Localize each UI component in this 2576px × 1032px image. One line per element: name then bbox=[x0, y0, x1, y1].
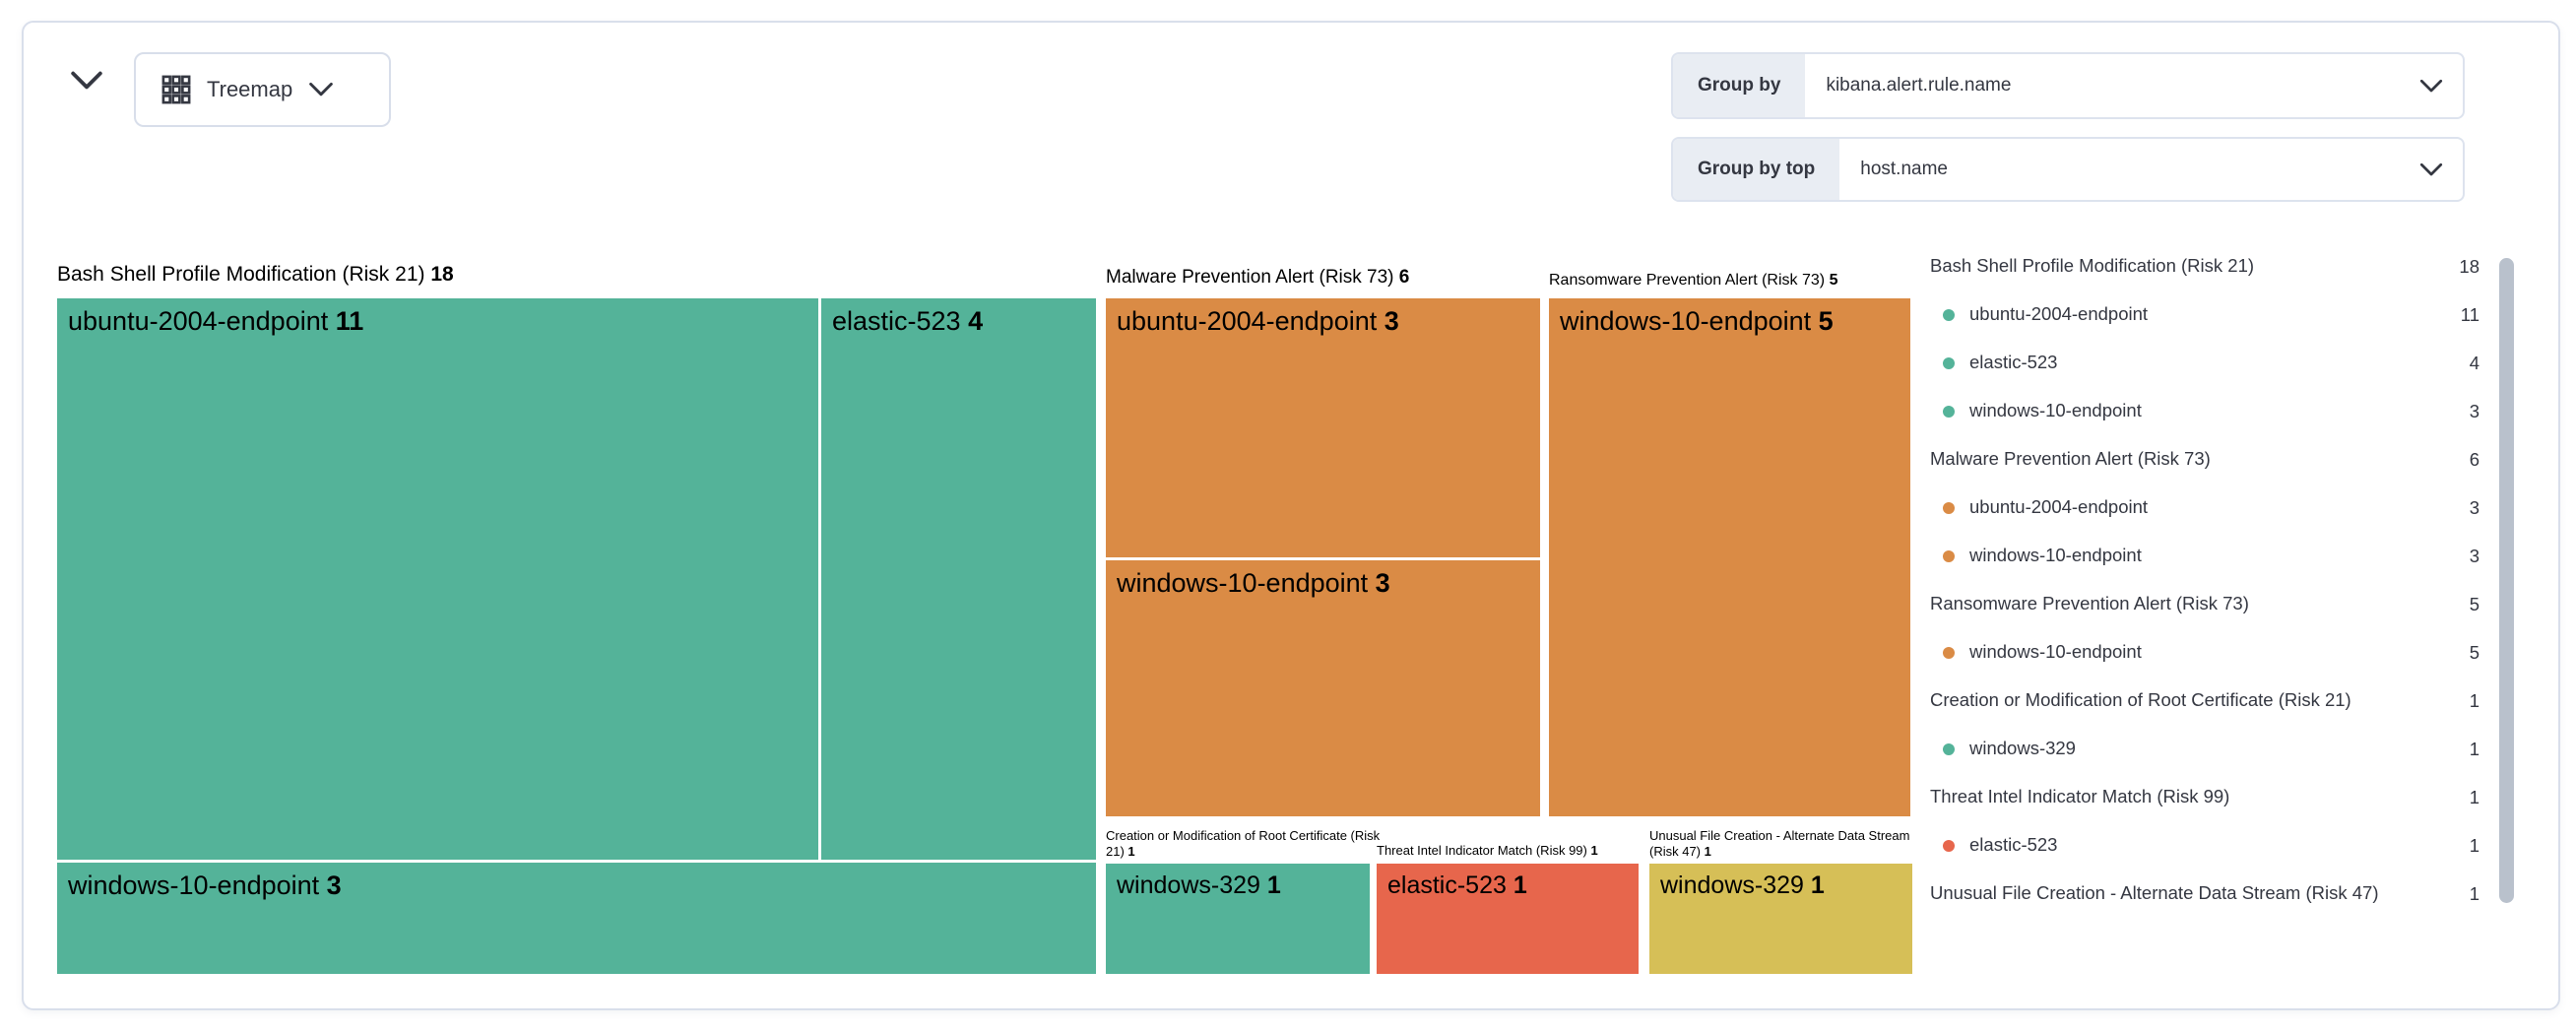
legend-label: Creation or Modification of Root Certifi… bbox=[1930, 689, 2351, 711]
treemap-group-header: Unusual File Creation - Alternate Data S… bbox=[1649, 828, 1910, 859]
legend-group-header[interactable]: Creation or Modification of Root Certifi… bbox=[1930, 677, 2493, 725]
treemap-group-header: Ransomware Prevention Alert (Risk 73) 5 bbox=[1549, 272, 1838, 289]
group-by-select[interactable]: Group by kibana.alert.rule.name bbox=[1671, 52, 2465, 119]
legend-label: windows-10-endpoint bbox=[1969, 545, 2142, 566]
series-color-dot bbox=[1943, 742, 1955, 755]
legend-item[interactable]: windows-10-endpoint 5 bbox=[1930, 628, 2493, 677]
collapse-panel-button[interactable] bbox=[65, 61, 108, 100]
treemap-tile[interactable]: ubuntu-2004-endpoint 11 bbox=[57, 298, 818, 860]
series-color-dot bbox=[1943, 549, 1955, 562]
treemap-tile[interactable]: windows-10-endpoint 3 bbox=[1106, 560, 1540, 816]
legend-label: ubuntu-2004-endpoint bbox=[1969, 303, 2149, 325]
legend-item[interactable]: elastic-523 1 bbox=[1930, 821, 2493, 870]
legend-group-header[interactable]: Unusual File Creation - Alternate Data S… bbox=[1930, 870, 2493, 918]
legend-value: 4 bbox=[2469, 352, 2479, 373]
chevron-down-icon bbox=[2419, 139, 2463, 200]
legend-value: 5 bbox=[2469, 641, 2479, 663]
legend-group-header[interactable]: Bash Shell Profile Modification (Risk 21… bbox=[1930, 242, 2493, 290]
legend-value: 3 bbox=[2469, 545, 2479, 566]
chart-type-label: Treemap bbox=[207, 77, 293, 101]
legend-group-header[interactable]: Ransomware Prevention Alert (Risk 73) 5 bbox=[1930, 580, 2493, 628]
chevron-down-icon bbox=[308, 82, 334, 97]
legend-label: ubuntu-2004-endpoint bbox=[1969, 496, 2149, 518]
series-color-dot bbox=[1943, 405, 1955, 418]
legend-value: 6 bbox=[2469, 448, 2479, 470]
legend-value: 11 bbox=[2460, 303, 2479, 325]
legend-item[interactable]: windows-10-endpoint 3 bbox=[1930, 387, 2493, 435]
chevron-down-icon bbox=[70, 70, 103, 92]
treemap-tile[interactable]: windows-10-endpoint 3 bbox=[57, 863, 1096, 974]
treemap-tile[interactable]: elastic-523 4 bbox=[821, 298, 1096, 860]
legend-value: 3 bbox=[2469, 496, 2479, 518]
legend-value: 1 bbox=[2469, 834, 2479, 856]
group-by-top-value: host.name bbox=[1860, 159, 1948, 179]
chart-legend: Bash Shell Profile Modification (Risk 21… bbox=[1930, 242, 2493, 918]
legend-group-header[interactable]: Malware Prevention Alert (Risk 73) 6 bbox=[1930, 435, 2493, 484]
legend-label: windows-329 bbox=[1969, 738, 2076, 759]
legend-value: 3 bbox=[2469, 400, 2479, 421]
legend-group-header[interactable]: Threat Intel Indicator Match (Risk 99) 1 bbox=[1930, 773, 2493, 821]
legend-value: 1 bbox=[2469, 689, 2479, 711]
legend-value: 1 bbox=[2469, 738, 2479, 759]
legend-label: Threat Intel Indicator Match (Risk 99) bbox=[1930, 786, 2230, 807]
legend-value: 1 bbox=[2469, 786, 2479, 807]
treemap-group-header: Creation or Modification of Root Certifi… bbox=[1106, 828, 1381, 859]
legend-label: Bash Shell Profile Modification (Risk 21… bbox=[1930, 255, 2255, 277]
treemap-group-header: Threat Intel Indicator Match (Risk 99) 1 bbox=[1377, 843, 1598, 858]
legend-label: Unusual File Creation - Alternate Data S… bbox=[1930, 882, 2379, 904]
group-by-label: Group by bbox=[1673, 54, 1806, 117]
treemap-tile[interactable]: windows-329 1 bbox=[1649, 864, 1912, 974]
legend-scrollbar[interactable] bbox=[2499, 258, 2514, 903]
treemap-group-header: Malware Prevention Alert (Risk 73) 6 bbox=[1106, 267, 1410, 288]
series-color-dot bbox=[1943, 646, 1955, 659]
chevron-down-icon bbox=[2419, 54, 2463, 117]
legend-label: windows-10-endpoint bbox=[1969, 400, 2142, 421]
group-by-top-select[interactable]: Group by top host.name bbox=[1671, 137, 2465, 202]
legend-item[interactable]: ubuntu-2004-endpoint 3 bbox=[1930, 484, 2493, 532]
legend-item[interactable]: windows-329 1 bbox=[1930, 725, 2493, 773]
legend-item[interactable]: ubuntu-2004-endpoint 11 bbox=[1930, 290, 2493, 339]
chart-type-selector[interactable]: Treemap bbox=[134, 52, 391, 127]
series-color-dot bbox=[1943, 839, 1955, 852]
legend-item[interactable]: windows-10-endpoint 3 bbox=[1930, 532, 2493, 580]
legend-label: Malware Prevention Alert (Risk 73) bbox=[1930, 448, 2211, 470]
legend-label: windows-10-endpoint bbox=[1969, 641, 2142, 663]
legend-label: elastic-523 bbox=[1969, 834, 2058, 856]
treemap-tile[interactable]: windows-10-endpoint 5 bbox=[1549, 298, 1910, 816]
series-color-dot bbox=[1943, 501, 1955, 514]
legend-value: 5 bbox=[2469, 593, 2479, 614]
legend-value: 18 bbox=[2459, 255, 2479, 277]
group-by-value: kibana.alert.rule.name bbox=[1826, 75, 2012, 96]
series-color-dot bbox=[1943, 356, 1955, 369]
treemap-tile[interactable]: windows-329 1 bbox=[1106, 864, 1370, 974]
treemap-group-header: Bash Shell Profile Modification (Risk 21… bbox=[57, 263, 454, 286]
group-by-top-label: Group by top bbox=[1673, 139, 1840, 200]
treemap-tile[interactable]: ubuntu-2004-endpoint 3 bbox=[1106, 298, 1540, 557]
grid-icon bbox=[161, 75, 191, 104]
treemap-tile[interactable]: elastic-523 1 bbox=[1377, 864, 1639, 974]
legend-label: elastic-523 bbox=[1969, 352, 2058, 373]
legend-item[interactable]: elastic-523 4 bbox=[1930, 339, 2493, 387]
legend-label: Ransomware Prevention Alert (Risk 73) bbox=[1930, 593, 2249, 614]
series-color-dot bbox=[1943, 308, 1955, 321]
legend-value: 1 bbox=[2469, 882, 2479, 904]
